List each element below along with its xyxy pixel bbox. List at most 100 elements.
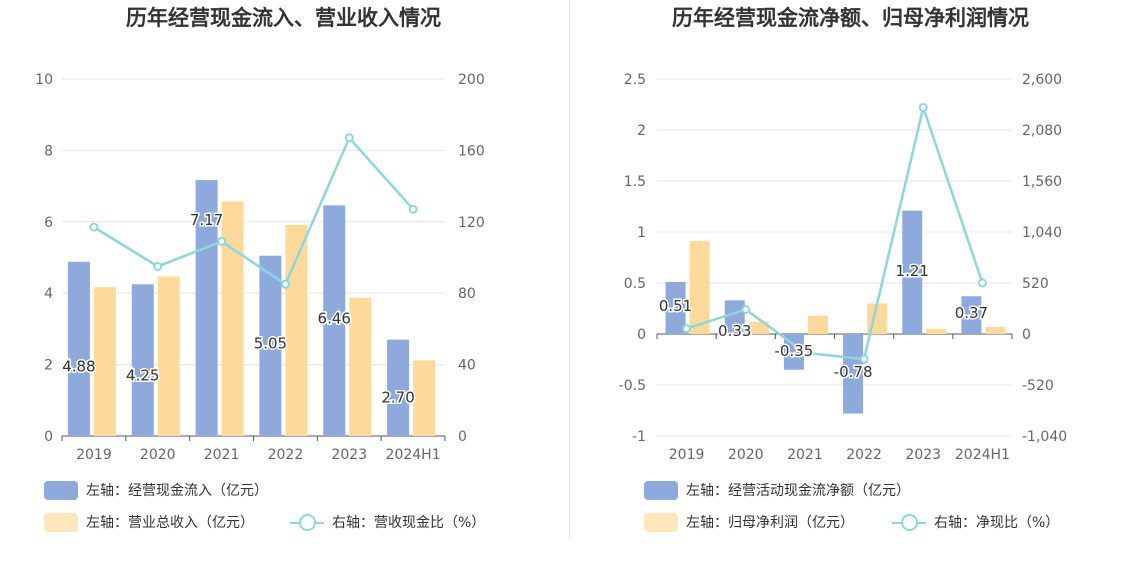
bar-series-1 xyxy=(67,261,90,436)
bar-series-1 xyxy=(323,205,346,436)
panel-divider xyxy=(569,0,570,540)
left-tick-label: -0.5 xyxy=(619,378,646,394)
bar-series-1 xyxy=(259,255,282,436)
x-tick-label: 2020 xyxy=(728,447,764,463)
legend-label: 左轴：经营现金流入（亿元） xyxy=(86,483,268,499)
x-tick-label: 2023 xyxy=(905,447,941,463)
bar-series-1 xyxy=(387,339,410,436)
bar-series-2 xyxy=(689,241,710,334)
bar-series-2 xyxy=(807,315,828,334)
left-tick-label: 1 xyxy=(637,225,646,241)
x-tick-label: 2021 xyxy=(787,447,823,463)
legend-swatch xyxy=(44,512,78,532)
right-tick-label: -1,040 xyxy=(1022,429,1067,445)
bar-series-2 xyxy=(349,297,372,436)
right-tick-label: 80 xyxy=(458,286,476,302)
bar-series-2 xyxy=(413,360,436,436)
x-tick-label: 2024H1 xyxy=(955,447,1010,463)
data-label: 4.25 xyxy=(126,366,159,384)
data-label: 0.37 xyxy=(955,304,988,322)
data-label: -0.35 xyxy=(775,342,814,360)
left-tick-label: 0 xyxy=(637,327,646,343)
bar-series-2 xyxy=(221,201,244,436)
data-label: 5.05 xyxy=(254,335,287,353)
left-tick-label: 2 xyxy=(44,358,53,374)
legend-swatch xyxy=(44,480,78,500)
x-tick-label: 2023 xyxy=(331,447,367,463)
chart-title: 历年经营现金流入、营业收入情况 xyxy=(126,6,441,30)
right-tick-label: 160 xyxy=(458,143,485,159)
legend-item-line[interactable]: 右轴：净现比（%） xyxy=(892,512,1059,532)
legend-item-bar-1[interactable]: 左轴：经营活动现金流净额（亿元） xyxy=(644,480,910,500)
x-tick-label: 2024H1 xyxy=(386,447,441,463)
left-tick-label: 4 xyxy=(44,286,53,302)
line-point xyxy=(89,222,99,232)
line-point xyxy=(918,102,928,112)
line-series xyxy=(93,135,415,287)
bar-series-1 xyxy=(961,296,982,334)
bar-series-1 xyxy=(131,284,154,436)
line-point xyxy=(800,348,810,358)
legend-item-bar-2[interactable]: 左轴：归母净利润（亿元） xyxy=(644,512,854,532)
bar-series-1 xyxy=(843,334,864,414)
data-label: -0.78 xyxy=(834,363,873,381)
left-tick-label: 8 xyxy=(44,143,53,159)
bar-series-2 xyxy=(93,287,116,436)
left-tick-label: 2 xyxy=(637,123,646,139)
line-point xyxy=(153,261,163,271)
right-tick-label: 1,560 xyxy=(1022,174,1062,190)
right-tick-label: 40 xyxy=(458,358,476,374)
right-tick-label: 520 xyxy=(1022,276,1049,292)
x-tick-label: 2021 xyxy=(204,447,240,463)
line-series xyxy=(686,102,984,361)
legend-swatch xyxy=(644,480,678,500)
right-tick-label: 0 xyxy=(458,429,467,445)
data-label: 0.33 xyxy=(718,322,751,340)
chart-plot-left: 0 2 4 6 8 10 0 40 80 120 160 200 2019 2020 2021 2022 202… xyxy=(35,72,485,463)
bar-series-1 xyxy=(724,300,745,334)
bar-series-2 xyxy=(926,328,947,334)
bar-series-2 xyxy=(985,326,1006,334)
bar-series-2 xyxy=(748,321,769,334)
x-tick-label: 2020 xyxy=(140,447,176,463)
x-tick-label: 2019 xyxy=(669,447,705,463)
chart-title: 历年经营现金流净额、归母净利润情况 xyxy=(672,6,1029,30)
left-tick-label: 0.5 xyxy=(624,276,646,292)
legend-label: 右轴：营收现金比（%） xyxy=(332,515,486,531)
bar-series-2 xyxy=(157,276,180,436)
line-point xyxy=(217,236,227,246)
right-tick-label: 200 xyxy=(458,72,485,88)
legend-item-bar-2[interactable]: 左轴：营业总收入（亿元） xyxy=(44,512,254,532)
line-point xyxy=(344,133,354,143)
legend-label: 左轴：归母净利润（亿元） xyxy=(686,515,854,531)
line-point xyxy=(280,279,290,289)
data-label: 6.46 xyxy=(318,309,351,327)
legend-item-line[interactable]: 右轴：营收现金比（%） xyxy=(290,512,485,532)
right-tick-label: 120 xyxy=(458,215,485,231)
data-label: 2.70 xyxy=(381,388,414,406)
x-tick-label: 2019 xyxy=(76,447,112,463)
data-label: 1.21 xyxy=(896,262,929,280)
line-point xyxy=(859,354,869,364)
chart-panel-right: 历年经营现金流净额、归母净利润情况 -1 -0.5 0 0.5 1 1.5 2 2.5 -1,0… xyxy=(567,0,1134,582)
left-tick-label: -1 xyxy=(632,429,646,445)
line-point xyxy=(682,324,692,334)
chart-plot-right: -1-0.500.511.522.5-1,040-52005201,0401,5… xyxy=(619,72,1067,463)
chart-panel-left: 历年经营现金流入、营业收入情况 0 2 4 6 8 10 0 40 80 120 160 200 201… xyxy=(35,6,485,532)
left-tick-label: 6 xyxy=(44,215,53,231)
legend-label: 左轴：经营活动现金流净额（亿元） xyxy=(686,483,910,499)
right-tick-label: -520 xyxy=(1022,378,1054,394)
legend-line-icon xyxy=(892,513,926,532)
legend-label: 右轴：净现比（%） xyxy=(934,515,1060,531)
legend-label: 左轴：营业总收入（亿元） xyxy=(86,515,254,531)
left-tick-label: 1.5 xyxy=(624,174,646,190)
right-tick-label: 1,040 xyxy=(1022,225,1062,241)
bar-series-2 xyxy=(285,225,308,436)
data-label: 0.51 xyxy=(659,297,692,315)
legend-item-bar-1[interactable]: 左轴：经营现金流入（亿元） xyxy=(44,480,268,500)
left-tick-label: 10 xyxy=(35,72,53,88)
line-point xyxy=(977,278,987,288)
legend-line-icon xyxy=(290,513,324,532)
data-label: 7.17 xyxy=(190,211,223,229)
right-tick-label: 2,080 xyxy=(1022,123,1062,139)
